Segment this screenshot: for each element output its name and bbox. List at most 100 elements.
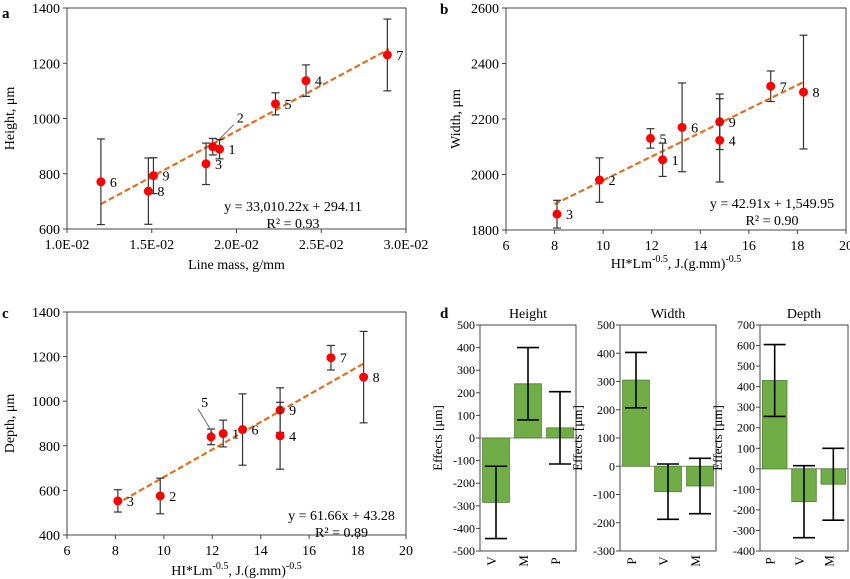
panel-letter-c: c: [2, 306, 9, 322]
x-tick-label: 20: [839, 239, 850, 254]
y-tick-label: 300: [737, 400, 755, 414]
bar-chart-width-effects: Width -300 -200 -100 0 100 200 300 400 500 Effects…: [570, 307, 717, 567]
point-label: 7: [340, 352, 347, 367]
point-label: 4: [729, 134, 736, 149]
plot-area: [759, 324, 849, 552]
x-tick-label: 16: [742, 239, 756, 254]
chart-title: Height: [509, 307, 547, 322]
y-tick-label: 1200: [32, 57, 60, 72]
y-tick-label: -200: [453, 476, 475, 490]
y-axis-label: Width, μm: [449, 89, 464, 149]
category-label: M: [821, 555, 836, 567]
y-tick-label: 200: [737, 421, 755, 435]
data-point: [215, 144, 225, 154]
y-tick-label: 600: [39, 223, 60, 238]
y-tick-label: 600: [39, 484, 60, 499]
y-tick-label: 2400: [471, 58, 499, 73]
data-point: [201, 159, 211, 169]
y-tick-label: 2000: [471, 169, 499, 184]
y-tick-label: 200: [457, 386, 475, 400]
x-tick-label: 8: [551, 239, 558, 254]
y-tick-label: 300: [457, 363, 475, 377]
point-label: 5: [660, 132, 667, 147]
scatter-chart-height: 600 800 1000 1200 1400 1.0E-02 1.5E-02 2.0E-02 2…: [3, 2, 428, 273]
point-label-leader: [214, 124, 235, 144]
y-axis-label: Effects [μm]: [570, 405, 585, 471]
x-tick-label: 14: [254, 544, 268, 559]
y-tick-label: 800: [39, 168, 60, 183]
point-label: 2: [609, 174, 616, 189]
y-tick-label: 400: [457, 341, 475, 355]
x-axis-label-part: -0.5: [212, 561, 228, 572]
point-label: 4: [289, 430, 296, 445]
y-tick-label: 500: [737, 359, 755, 373]
y-tick-label: -100: [453, 454, 475, 468]
r-squared: R² = 0.90: [746, 214, 799, 229]
x-axis-label: HI*Lm-0.5, J.(g.mm)-0.5: [171, 561, 301, 579]
y-tick-label: 2600: [471, 2, 499, 17]
panel-letter-d: d: [440, 306, 449, 322]
y-tick-label: 200: [597, 403, 615, 417]
y-tick-label: 600: [737, 339, 755, 353]
x-axis-label-part: -0.5: [286, 561, 302, 572]
data-point: [238, 425, 248, 435]
y-tick-label: -500: [453, 544, 475, 558]
x-axis-label-part: HI*Lm: [611, 257, 652, 272]
category-label: M: [688, 555, 703, 567]
chart-title: Depth: [787, 307, 821, 322]
point-label: 8: [813, 86, 820, 101]
point-label: 7: [396, 49, 403, 64]
point-label: 6: [110, 176, 117, 191]
y-axis-label: Height, μm: [3, 87, 18, 151]
data-point: [359, 372, 369, 382]
plot-area: [66, 311, 407, 536]
y-tick-label: 100: [457, 408, 475, 422]
trend-line: [554, 80, 806, 206]
y-tick-label: 0: [469, 431, 475, 445]
point-label: 5: [201, 396, 208, 411]
y-tick-label: -300: [453, 499, 475, 513]
y-tick-label: -400: [733, 544, 755, 558]
r-squared: R² = 0.89: [315, 526, 368, 541]
data-point: [658, 155, 668, 165]
x-tick-label: 3.0E-02: [384, 238, 429, 253]
y-axis-label: Effects [μm]: [710, 405, 725, 471]
y-tick-label: 0: [749, 462, 755, 476]
category-label: P: [763, 557, 778, 564]
x-tick-label: 6: [64, 544, 71, 559]
y-tick-label: -100: [733, 482, 755, 496]
x-axis-label-part: -0.5: [652, 254, 668, 265]
point-label: 3: [215, 158, 222, 173]
point-label: 1: [232, 428, 239, 443]
y-tick-label: -300: [593, 544, 615, 558]
x-tick-label: 12: [645, 239, 659, 254]
y-tick-label: -100: [593, 488, 615, 502]
x-tick-label: 20: [399, 544, 413, 559]
y-tick-label: 700: [737, 318, 755, 332]
data-point: [148, 171, 158, 181]
x-tick-label: 10: [157, 544, 171, 559]
x-axis-label: HI*Lm-0.5, J.(g.mm)-0.5: [611, 254, 741, 272]
x-axis-label-part: , J.(g.mm): [228, 564, 286, 579]
y-tick-label: 1400: [32, 2, 60, 17]
x-tick-label: 12: [205, 544, 219, 559]
trend-line: [100, 48, 390, 206]
point-label: 2: [237, 112, 244, 127]
point-label: 9: [162, 170, 169, 185]
bar-chart-height-effects: Height -500 -400 -300 -200 -100 0 100 200 300 400 5…: [430, 307, 577, 567]
y-axis-label: Effects [μm]: [430, 405, 445, 471]
point-label: 4: [315, 75, 322, 90]
x-tick-label: 2.0E-02: [214, 238, 259, 253]
x-tick-label: 1.5E-02: [129, 238, 174, 253]
point-label: 9: [289, 404, 296, 419]
data-point: [143, 186, 153, 196]
point-label: 8: [157, 185, 164, 200]
y-tick-label: 500: [597, 318, 615, 332]
data-point: [96, 177, 106, 187]
data-point: [382, 50, 392, 60]
y-tick-label: 400: [39, 529, 60, 544]
x-tick-label: 16: [302, 544, 316, 559]
trend-equation: y = 61.66x + 43.28: [288, 509, 395, 524]
